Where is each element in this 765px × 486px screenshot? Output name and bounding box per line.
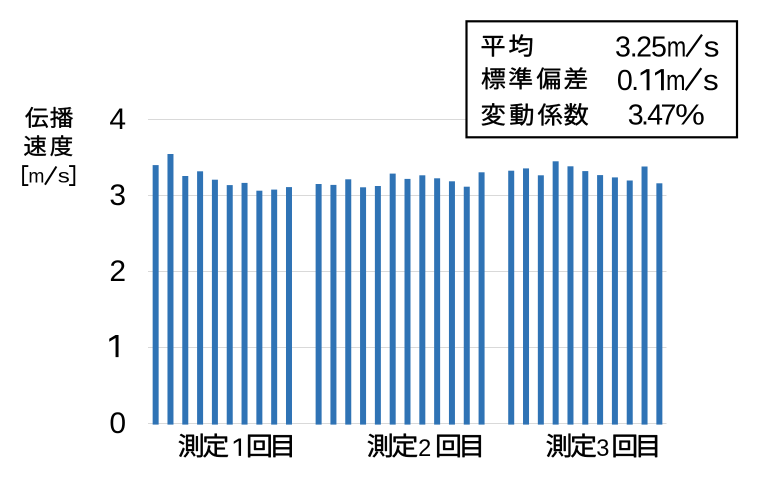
svg-text:0: 0: [109, 407, 126, 440]
svg-text:s: s: [703, 65, 719, 96]
svg-text:m: m: [667, 30, 687, 63]
svg-text:s: s: [704, 32, 720, 63]
svg-text:5: 5: [651, 32, 667, 64]
svg-text:3: 3: [615, 32, 631, 64]
svg-text:%: %: [675, 99, 705, 131]
svg-text:.: .: [630, 32, 638, 64]
svg-text:7: 7: [661, 99, 677, 131]
svg-text:0: 0: [617, 65, 633, 97]
svg-text:3: 3: [596, 436, 609, 462]
svg-text:3: 3: [628, 99, 644, 131]
svg-text:m: m: [28, 166, 44, 187]
svg-text:2: 2: [418, 436, 431, 462]
svg-text:3: 3: [109, 179, 126, 212]
svg-text:m: m: [666, 64, 686, 97]
svg-text:4: 4: [109, 103, 126, 136]
svg-text:.: .: [641, 99, 649, 131]
svg-text:2: 2: [109, 255, 126, 288]
svg-text:2: 2: [636, 32, 652, 64]
svg-text:s: s: [58, 165, 70, 187]
svg-text:4: 4: [647, 99, 663, 131]
svg-text:.: .: [631, 65, 639, 97]
